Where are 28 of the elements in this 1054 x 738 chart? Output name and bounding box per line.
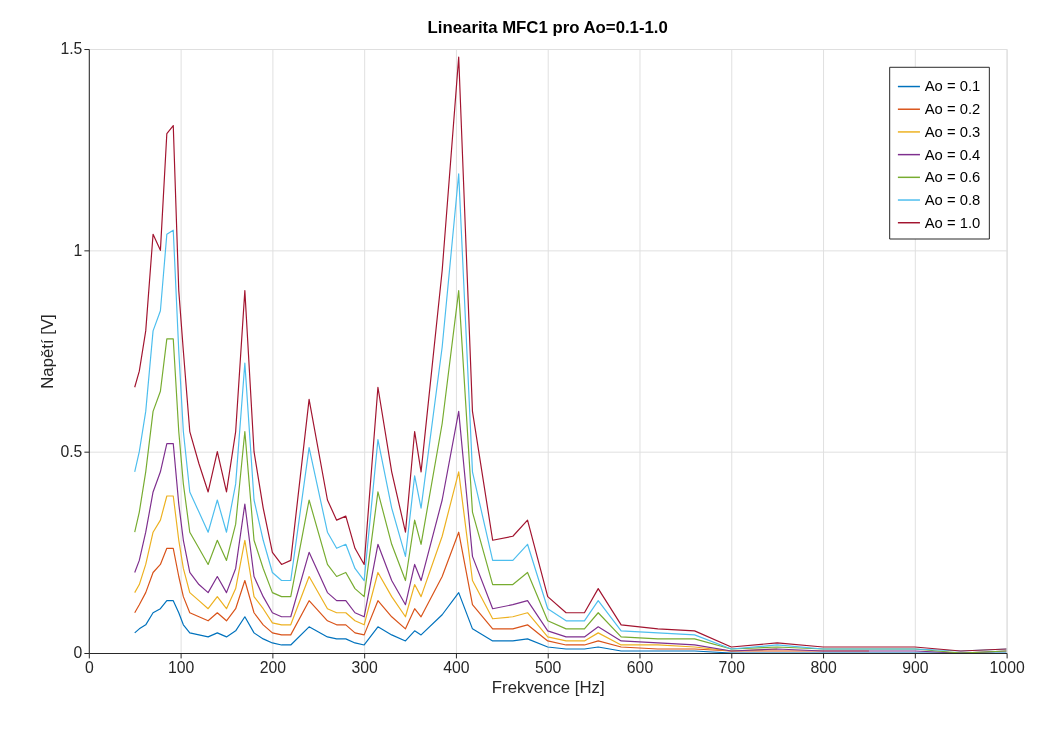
x-tick-label: 0 (84, 659, 94, 677)
x-axis-title: Frekvence [Hz] (491, 677, 605, 697)
x-tick-label: 900 (902, 659, 929, 677)
legend-label: Ao = 0.6 (924, 169, 981, 186)
legend-label: Ao = 1.0 (924, 214, 981, 231)
legend-label: Ao = 0.4 (924, 146, 981, 163)
line-series (134, 592, 1007, 654)
line-series (134, 56, 1007, 652)
x-tick-label: 600 (626, 659, 654, 677)
x-tick-label: 500 (535, 659, 562, 677)
x-tick-label: 400 (443, 659, 470, 677)
legend-label: Ao = 0.1 (924, 78, 981, 95)
line-series (134, 290, 1007, 654)
x-tick-label: 700 (718, 659, 746, 677)
y-tick-label: 0 (73, 644, 83, 662)
x-tick-label: 200 (259, 659, 287, 677)
x-tick-label: 800 (810, 659, 837, 677)
x-tick-label: 1000 (989, 659, 1025, 677)
x-tick-label: 100 (167, 659, 195, 677)
y-tick-label: 1 (73, 241, 83, 259)
legend-label: Ao = 0.3 (924, 123, 981, 140)
y-tick-label: 1.5 (60, 40, 83, 58)
y-tick-label: 0.5 (60, 443, 83, 461)
chart-title: Linearita MFC1 pro Ao=0.1-1.0 (427, 18, 668, 38)
legend-label: Ao = 0.8 (924, 191, 981, 208)
y-axis-title: Napětí [V] (37, 314, 57, 389)
x-tick-label: 300 (351, 659, 379, 677)
legend-label: Ao = 0.2 (924, 101, 981, 118)
